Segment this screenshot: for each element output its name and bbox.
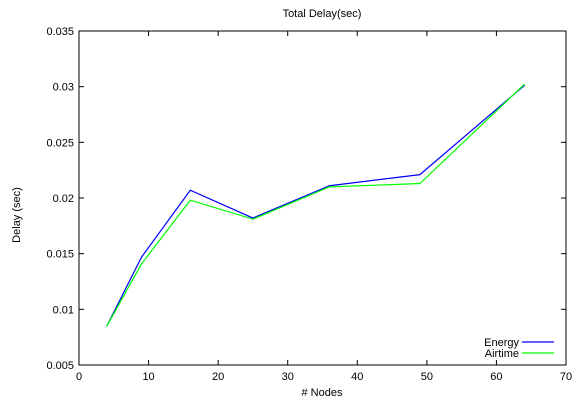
data-point-airtime: [106, 325, 108, 327]
y-axis-label: Delay (sec): [11, 187, 23, 243]
data-point-airtime: [189, 199, 191, 201]
x-tick-label: 50: [421, 371, 433, 383]
x-tick-label: 20: [212, 371, 224, 383]
data-point-energy: [252, 217, 254, 219]
data-point-energy: [419, 174, 421, 176]
x-tick-label: 10: [142, 371, 154, 383]
y-tick-label: 0.01: [53, 304, 74, 316]
y-tick-label: 0.02: [53, 193, 74, 205]
data-point-energy: [189, 189, 191, 191]
data-point-airtime: [252, 218, 254, 220]
series-line-airtime: [106, 84, 525, 327]
series-line-energy: [106, 85, 525, 327]
data-point-airtime: [328, 186, 331, 188]
y-tick-label: 0.015: [46, 249, 74, 261]
plot-frame: [78, 30, 567, 366]
data-point-airtime: [523, 83, 525, 86]
chart-title: Total Delay(sec): [283, 8, 362, 20]
x-tick-label: 40: [351, 371, 363, 383]
y-tick-label: 0.03: [53, 82, 74, 94]
legend-label-energy: Energy: [484, 337, 519, 349]
data-point-energy: [141, 256, 143, 258]
x-axis-label: # Nodes: [302, 387, 343, 399]
x-tick-label: 30: [282, 371, 294, 383]
x-tick-label: 70: [560, 371, 572, 383]
x-tick-label: 0: [76, 371, 82, 383]
x-tick-label: 60: [490, 371, 502, 383]
data-point-airtime: [419, 182, 421, 185]
data-point-energy: [328, 185, 331, 187]
legend-label-airtime: Airtime: [485, 348, 519, 360]
y-tick-label: 0.005: [46, 360, 74, 372]
y-tick-label: 0.025: [46, 137, 74, 149]
data-point-airtime: [141, 263, 143, 265]
y-tick-label: 0.035: [46, 26, 74, 38]
